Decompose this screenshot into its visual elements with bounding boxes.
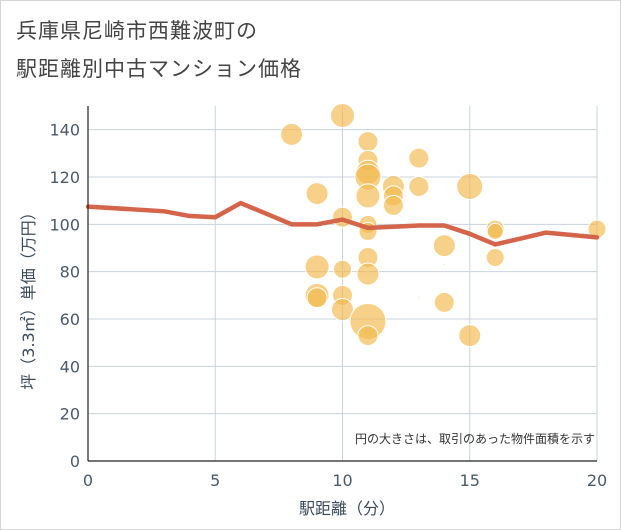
y-tick-label: 0 [70, 452, 80, 471]
data-bubble [357, 325, 379, 347]
x-tick-label: 15 [460, 471, 480, 490]
x-tick-label: 20 [587, 471, 607, 490]
data-bubble [417, 296, 421, 300]
data-bubble [433, 291, 455, 313]
data-bubble [408, 175, 430, 197]
x-axis-title: 駅距離（分） [299, 499, 395, 518]
data-bubble [458, 324, 482, 348]
y-tick-label: 20 [60, 405, 80, 424]
data-bubble [331, 298, 354, 322]
data-bubble [485, 247, 505, 267]
data-bubble [333, 259, 352, 279]
chart-title-line1: 兵庫県尼崎市西難波町の [16, 19, 258, 43]
y-tick-label: 140 [49, 121, 80, 140]
y-axis-title: 坪（3.3㎡）単価（万円） [19, 204, 38, 389]
x-tick-label: 10 [332, 471, 352, 490]
y-tick-label: 40 [60, 357, 80, 376]
data-bubble [306, 287, 328, 309]
data-bubble [432, 234, 456, 258]
chart-title-line2: 駅距離別中古マンション価格 [16, 57, 302, 81]
bubbles [280, 102, 607, 348]
x-tick-label: 0 [83, 471, 93, 490]
data-bubble [356, 262, 380, 286]
bubble-size-note: 円の大きさは、取引のあった物件面積を示す [355, 431, 595, 446]
data-bubble [442, 263, 446, 267]
average-price-line [85, 200, 600, 247]
data-bubble [330, 102, 355, 128]
average-line-layer [85, 200, 600, 247]
data-bubble [382, 194, 404, 216]
data-bubble [355, 183, 381, 209]
axes: 0 20 40 60 80 100 120 140 0 5 10 15 20 [49, 106, 607, 490]
data-bubble [305, 182, 329, 206]
data-bubble [408, 147, 430, 169]
data-bubble [486, 222, 504, 240]
data-bubble [304, 254, 330, 280]
x-tick-label: 5 [210, 471, 220, 490]
y-tick-label: 120 [49, 168, 80, 187]
y-tick-label: 100 [49, 215, 80, 234]
data-bubble [357, 131, 379, 152]
y-tick-label: 80 [60, 263, 80, 282]
grid [88, 106, 598, 461]
y-tick-label: 60 [60, 310, 80, 329]
data-bubble [456, 172, 484, 200]
data-bubble [280, 122, 304, 146]
